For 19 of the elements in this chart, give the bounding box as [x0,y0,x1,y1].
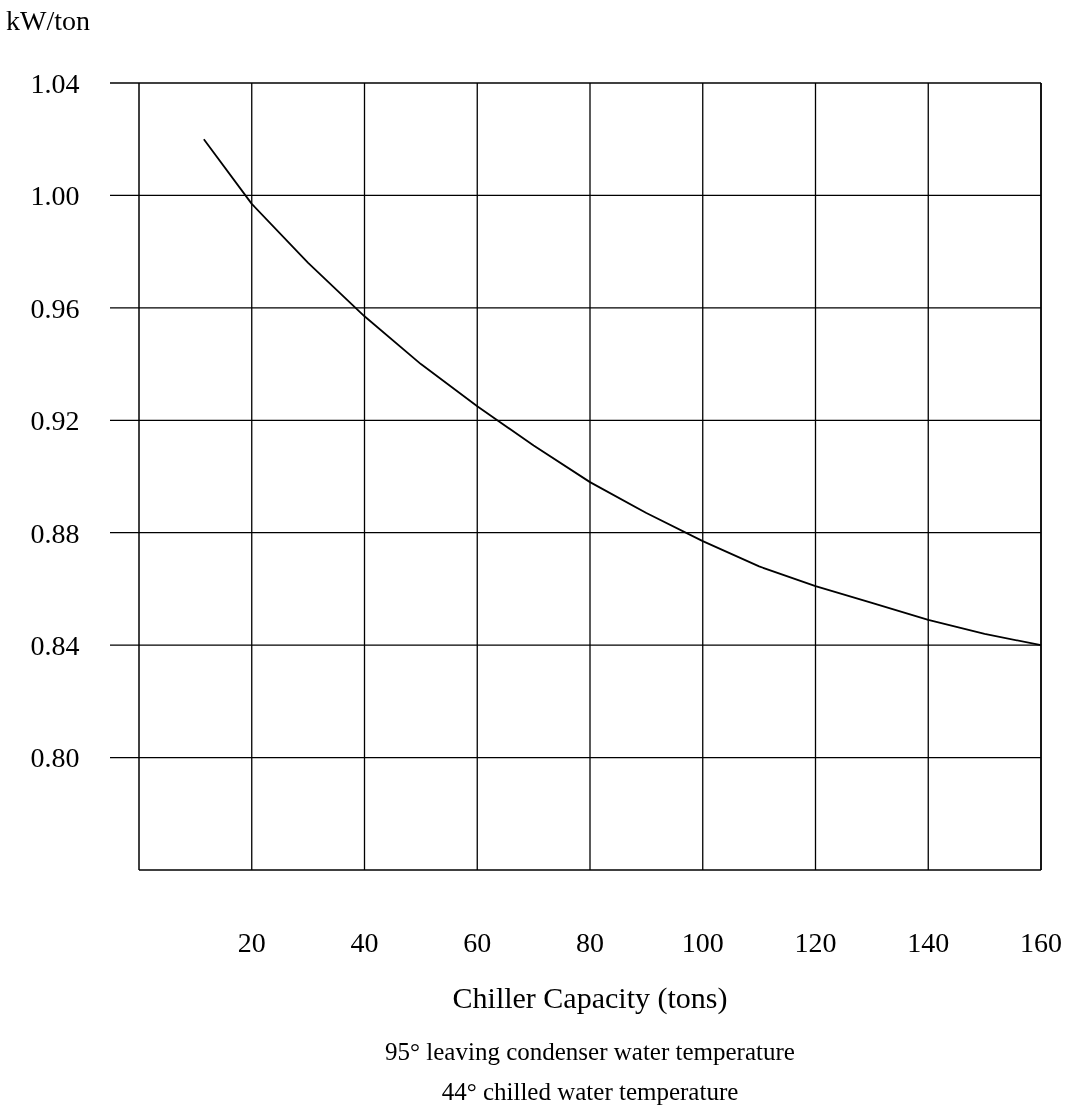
x-tick-label: 140 [907,927,950,958]
y-tick-label: 0.96 [30,292,80,324]
y-tick-label: 0.92 [30,405,80,437]
text: 95° leaving condenser water temperature [385,1038,795,1065]
y-tick-label: 1.00 [30,180,80,212]
y-axis-title: kW/ton [6,5,90,36]
x-tick-label: 120 [794,927,837,958]
x-tick-label: 80 [576,927,604,958]
x-tick-label: 60 [463,927,492,958]
x-tick-label: 40 [350,927,379,958]
x-tick-label: 160 [1020,927,1062,958]
y-tick-label: 0.88 [30,517,80,549]
y-tick-label: 1.04 [30,67,80,99]
x-tick-label: 20 [237,927,266,958]
y-tick-label: 0.80 [30,742,80,774]
text: 44° chilled water temperature [441,1078,739,1105]
y-tick-label: 0.84 [30,629,80,661]
x-tick-label: 100 [681,927,724,958]
x-axis-title: Chiller Capacity (tons) [452,981,728,1015]
